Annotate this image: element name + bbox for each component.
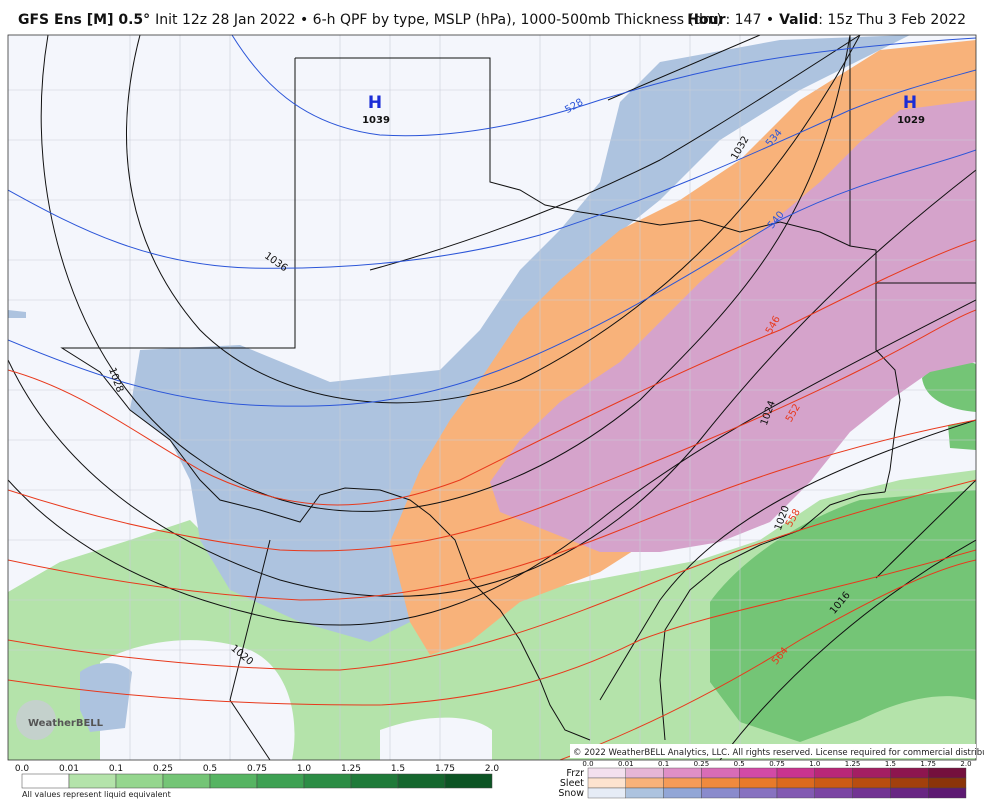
copyright: © 2022 WeatherBELL Analytics, LLC. All r… (573, 748, 984, 758)
rain-moderate (710, 362, 976, 742)
description: Init 12z 28 Jan 2022 • 6-h QPF by type, … (155, 12, 722, 28)
ptype-swatch (776, 767, 815, 779)
rain-tick-label: 0.1 (109, 764, 123, 774)
rain-tick-label: 0.5 (203, 764, 217, 774)
ptype-row-label: Snow (558, 788, 584, 799)
ptype-swatch (587, 777, 626, 789)
ptype-swatch (587, 787, 626, 799)
ptype-swatch (663, 777, 702, 789)
ptype-tick-label: 0.75 (769, 760, 785, 768)
pressure-symbol: H (903, 93, 917, 113)
valid-label: Valid (779, 12, 819, 28)
ptype-swatch (625, 777, 664, 789)
model: GFS Ens [M] 0.5° (18, 12, 151, 28)
ptype-swatch (814, 767, 853, 779)
ptype-swatch (814, 787, 853, 799)
ptype-swatch (890, 767, 929, 779)
logo-text: WeatherBELL (28, 718, 104, 729)
pressure-value: 1029 (897, 115, 925, 126)
ptype-tick-label: 0.01 (618, 760, 634, 768)
ptype-swatch (701, 767, 740, 779)
thickness-blue (8, 35, 976, 407)
ptype-swatch (928, 787, 967, 799)
header: GFS Ens [M] 0.5° Init 12z 28 Jan 2022 • 6… (18, 12, 966, 32)
ptype-row-label: Frzr (566, 768, 584, 779)
pressure-value: 1039 (362, 115, 390, 126)
ptype-swatch (890, 787, 929, 799)
ptype-tick-label: 0.0 (582, 760, 593, 768)
ptype-tick-label: 0.5 (734, 760, 745, 768)
thickness-red (8, 239, 976, 760)
rain-tick-label: 1.5 (391, 764, 405, 774)
rain-swatch (21, 773, 70, 789)
rain-swatch (444, 773, 493, 789)
rain-swatch (162, 773, 211, 789)
rain-tick-label: 1.75 (435, 764, 455, 774)
ptype-swatch (852, 777, 891, 789)
rain-tick-label: 1.0 (297, 764, 312, 774)
rain-tick-label: 0.0 (15, 764, 30, 774)
state-borders (60, 35, 976, 741)
map-frame (7, 34, 977, 761)
ptype-swatch (814, 777, 853, 789)
ptype-tick-label: 1.25 (845, 760, 861, 768)
ptype-swatch (701, 777, 740, 789)
ptype-tick-label: 0.1 (658, 760, 669, 768)
ptype-swatch (625, 767, 664, 779)
hour: : 147 • (725, 12, 775, 28)
header-left: GFS Ens [M] 0.5° Init 12z 28 Jan 2022 • 6… (18, 12, 722, 28)
rain-swatch (303, 773, 352, 789)
rain-swatch (68, 773, 117, 789)
rain-tick-label: 0.01 (59, 764, 79, 774)
rain-tick-label: 0.25 (153, 764, 173, 774)
copyright-box (570, 744, 976, 758)
ptype-tick-label: 1.5 (885, 760, 896, 768)
rain-tick-label: 1.25 (341, 764, 361, 774)
no-precip (100, 640, 492, 760)
ptype-swatch (587, 767, 626, 779)
legend-note: All values represent liquid equivalent (22, 790, 171, 799)
rain-tick-label: 2.0 (485, 764, 500, 774)
rain-swatch (209, 773, 258, 789)
ptype-swatch (625, 787, 664, 799)
rain-swatch (115, 773, 164, 789)
ptype-tick-label: 2.0 (960, 760, 971, 768)
logo: WeatherBELL (16, 700, 104, 740)
ptype-swatch (739, 787, 778, 799)
isobars (8, 35, 976, 760)
ptype-swatch (663, 787, 702, 799)
rain-swatch (256, 773, 305, 789)
ptype-swatch (928, 767, 967, 779)
rain-swatch (397, 773, 446, 789)
rain-tick-label: 0.75 (247, 764, 267, 774)
header-right: Hour: 147 • Valid: 15z Thu 3 Feb 2022 (687, 12, 966, 28)
hour-label: Hour (687, 12, 726, 28)
ptype-tick-label: 1.0 (809, 760, 820, 768)
ptype-swatch (776, 777, 815, 789)
ptype-swatch (663, 767, 702, 779)
ptype-swatch (928, 777, 967, 789)
ptype-tick-label: 1.75 (920, 760, 936, 768)
ptype-swatch (852, 767, 891, 779)
freezing-rain (490, 100, 976, 552)
ptype-row-label: Sleet (560, 778, 584, 789)
ptype-tick-label: 0.25 (694, 760, 710, 768)
rain-swatch (350, 773, 399, 789)
valid: : 15z Thu 3 Feb 2022 (818, 12, 966, 28)
ptype-swatch (890, 777, 929, 789)
ptype-swatch (701, 787, 740, 799)
ptype-swatch (852, 787, 891, 799)
county-grid (8, 35, 976, 760)
ptype-swatch (739, 767, 778, 779)
ptype-swatch (776, 787, 815, 799)
pressure-symbol: H (368, 93, 382, 113)
ptype-swatch (739, 777, 778, 789)
map: WeatherBELL (8, 35, 976, 760)
